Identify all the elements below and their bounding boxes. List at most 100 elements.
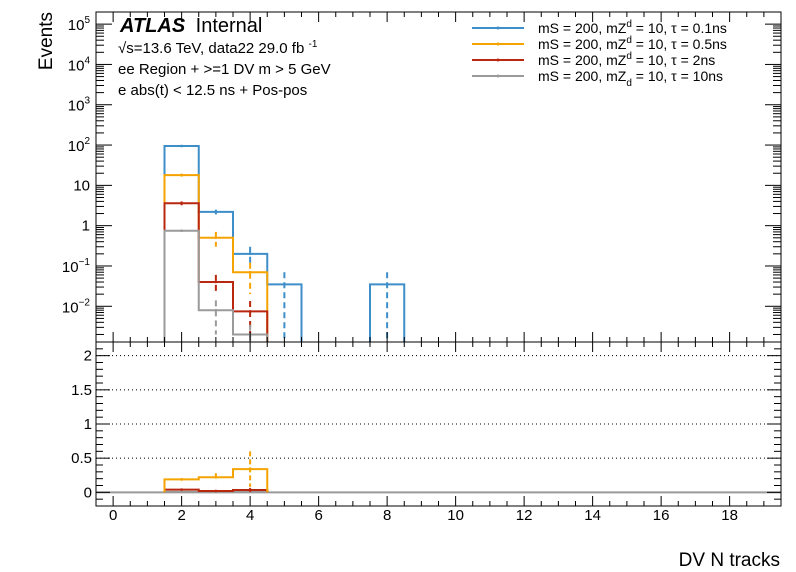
x-tick-label: 8 bbox=[383, 507, 391, 524]
atlas-label: ATLAS Internal bbox=[119, 15, 262, 37]
energy-text: √s=13.6 TeV, data22 29.0 fb bbox=[118, 40, 304, 57]
energy-lumi-label: √s=13.6 TeV, data22 29.0 fb -1 bbox=[118, 39, 318, 57]
y-tick-base: 10 bbox=[68, 98, 85, 115]
y-tick-base: 10 bbox=[68, 57, 85, 74]
atlas-internal-text: Internal bbox=[196, 15, 263, 37]
ratio-series-2 bbox=[163, 451, 269, 493]
ratio-series-3 bbox=[163, 487, 269, 493]
ratio-marker bbox=[180, 490, 183, 494]
y-tick-label: 103 bbox=[68, 96, 91, 115]
legend-subscript: d bbox=[626, 78, 632, 89]
legend-text: mS = 200, mZ bbox=[538, 68, 627, 84]
y-tick-exponent: −2 bbox=[79, 297, 91, 308]
bin-marker bbox=[214, 280, 218, 284]
y-tick-exponent: 5 bbox=[84, 15, 90, 26]
top-panel-histograms bbox=[163, 144, 406, 342]
y-tick-label: 10−2 bbox=[62, 297, 91, 316]
legend-text: mS = 200, mZ bbox=[538, 20, 627, 36]
y-tick-label: 10−1 bbox=[62, 257, 91, 276]
y-tick-base: 10 bbox=[68, 17, 85, 34]
x-tick-label: 4 bbox=[246, 507, 254, 524]
legend-entry-1: mS = 200, mZd = 10, τ = 0.1ns bbox=[472, 19, 727, 36]
y-tick-label: 104 bbox=[68, 55, 91, 74]
y-tick-base: 10 bbox=[62, 299, 79, 316]
y-tick-label: 105 bbox=[68, 15, 91, 34]
bin-marker bbox=[180, 144, 183, 148]
x-tick-label: 16 bbox=[653, 507, 670, 524]
legend-label: mS = 200, mZd = 10, τ = 2ns bbox=[538, 51, 715, 68]
legend-swatch-marker bbox=[496, 42, 500, 46]
bin-marker bbox=[385, 283, 389, 286]
histogram-series-2 bbox=[163, 173, 269, 342]
axis-ticks bbox=[95, 11, 782, 507]
y-tick-exponent: 3 bbox=[84, 96, 90, 107]
region-label: ee Region + >=1 DV m > 5 GeV bbox=[118, 61, 331, 78]
legend-label: mS = 200, mZd = 10, τ = 0.1ns bbox=[538, 19, 727, 36]
x-tick-label: 6 bbox=[314, 507, 322, 524]
legend-label: mS = 200, mZd = 10, τ = 0.5ns bbox=[538, 35, 727, 52]
ratio-marker bbox=[248, 488, 252, 492]
ratio-y-tick-label: 1.5 bbox=[71, 382, 92, 399]
y-tick-label: 10 bbox=[73, 177, 90, 194]
ratio-panel-histograms bbox=[163, 451, 269, 494]
x-tick-label: 2 bbox=[177, 507, 185, 524]
legend-entry-2: mS = 200, mZd = 10, τ = 0.5ns bbox=[472, 35, 727, 52]
atlas-logo-text: ATLAS bbox=[119, 15, 186, 37]
legend-text: = 10, τ = 10ns bbox=[632, 68, 723, 84]
bin-marker bbox=[180, 173, 183, 177]
tick-labels: 0 2 4 6 8 10 12 14 16 1810510410310210110−110−200… bbox=[62, 15, 738, 524]
x-axis-title: DV N tracks bbox=[679, 550, 780, 571]
y-tick-exponent: −1 bbox=[79, 257, 91, 268]
x-tick-label: 18 bbox=[721, 507, 738, 524]
bin-marker bbox=[214, 210, 218, 214]
y-tick-label: 102 bbox=[68, 136, 91, 155]
histogram-series-1 bbox=[163, 144, 406, 342]
ratio-marker bbox=[214, 489, 218, 493]
x-tick-label: 10 bbox=[447, 507, 464, 524]
legend-label: mS = 200, mZd = 10, τ = 10ns bbox=[538, 68, 723, 89]
ratio-y-tick-label: 2 bbox=[84, 348, 92, 365]
legend-superscript: d bbox=[626, 35, 632, 46]
legend-text: = 10, τ = 0.5ns bbox=[632, 36, 727, 52]
bin-marker bbox=[283, 283, 286, 286]
y-tick-exponent: 4 bbox=[84, 55, 90, 66]
legend-entry-4: mS = 200, mZd = 10, τ = 10ns bbox=[472, 68, 723, 89]
y-tick-base: 10 bbox=[68, 138, 85, 155]
legend-superscript: d bbox=[626, 51, 632, 62]
legend-swatch-marker bbox=[496, 58, 500, 62]
legend-text: = 10, τ = 2ns bbox=[632, 52, 715, 68]
legend-swatch-marker bbox=[496, 26, 500, 30]
ratio-marker bbox=[180, 478, 183, 481]
legend-entry-3: mS = 200, mZd = 10, τ = 2ns bbox=[472, 51, 715, 68]
bin-marker bbox=[248, 270, 252, 274]
bin-marker bbox=[214, 236, 218, 240]
bin-marker bbox=[180, 201, 183, 205]
bin-marker bbox=[248, 252, 252, 256]
ratio-y-tick-label: 1 bbox=[84, 416, 92, 433]
y-tick-exponent: 2 bbox=[84, 136, 90, 147]
legend-text: = 10, τ = 0.1ns bbox=[632, 20, 727, 36]
ratio-marker bbox=[180, 488, 183, 491]
y-tick-label: 1 bbox=[82, 218, 90, 235]
ratio-y-tick-label: 0.5 bbox=[71, 450, 92, 467]
bin-marker bbox=[214, 308, 218, 312]
ratio-marker bbox=[248, 467, 252, 471]
ratio-y-tick-label: 0 bbox=[84, 484, 92, 501]
ratio-marker bbox=[214, 476, 218, 479]
legend-text: mS = 200, mZ bbox=[538, 52, 627, 68]
lumi-exponent: -1 bbox=[308, 39, 317, 50]
legend-text: mS = 200, mZ bbox=[538, 36, 627, 52]
cut-label: e abs(t) < 12.5 ns + Pos-pos bbox=[118, 82, 307, 99]
x-tick-label: 0 bbox=[109, 507, 117, 524]
y-axis-title: Events bbox=[36, 12, 57, 70]
legend-swatch-marker bbox=[496, 74, 500, 78]
legend-superscript: d bbox=[626, 19, 632, 30]
bin-marker bbox=[248, 310, 252, 313]
x-tick-label: 14 bbox=[584, 507, 601, 524]
bin-marker bbox=[180, 229, 183, 233]
y-tick-base: 10 bbox=[62, 259, 79, 276]
x-tick-label: 12 bbox=[516, 507, 533, 524]
